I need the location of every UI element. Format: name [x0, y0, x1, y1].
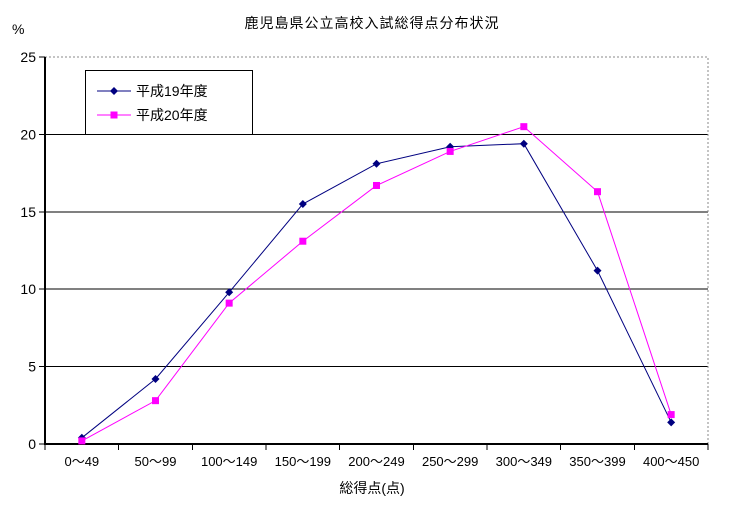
x-category-label: 400〜450: [643, 454, 699, 469]
legend-label-h19: 平成19年度: [136, 82, 208, 99]
data-point-marker: [152, 397, 159, 405]
data-point-marker: [373, 181, 380, 189]
data-point-marker: [446, 147, 454, 155]
data-point-marker: [519, 139, 528, 148]
data-point-marker: [225, 299, 233, 307]
data-point-marker: [78, 437, 86, 445]
legend: 平成19年度 平成20年度: [85, 70, 253, 135]
legend-marker-h19-icon: [97, 86, 131, 95]
legend-label-h20: 平成20年度: [136, 106, 208, 123]
data-point-marker: [151, 374, 160, 383]
x-category-label: 350〜399: [569, 454, 625, 469]
data-point-marker: [110, 111, 118, 118]
x-category-label: 0〜49: [64, 454, 99, 469]
x-category-label: 50〜99: [135, 454, 177, 469]
data-point-marker: [110, 86, 118, 95]
y-tick-label: 25: [20, 49, 36, 65]
data-point-marker: [667, 411, 675, 419]
y-tick-label: 0: [28, 436, 36, 452]
y-axis-unit-label: %: [12, 21, 25, 37]
data-point-marker: [594, 188, 601, 196]
x-category-label: 150〜199: [275, 454, 331, 469]
legend-marker-h20-icon: [97, 111, 131, 118]
y-tick-label: 20: [20, 126, 36, 142]
chart-title: 鹿児島県公立高校入試総得点分布状況: [244, 15, 500, 31]
x-category-label: 300〜349: [496, 454, 552, 469]
series-line: [81, 126, 672, 442]
data-point-marker: [299, 237, 307, 245]
series-1: [78, 123, 675, 445]
x-category-label: 100〜149: [201, 454, 257, 469]
data-point-marker: [372, 159, 381, 168]
x-axis-title: 総得点(点): [339, 480, 405, 496]
data-point-marker: [593, 266, 602, 275]
y-tick-label: 15: [20, 204, 36, 220]
data-point-marker: [298, 200, 307, 209]
data-point-marker: [667, 418, 676, 427]
y-tick-label: 5: [28, 359, 36, 375]
x-category-label: 250〜299: [422, 454, 478, 469]
data-point-marker: [520, 123, 528, 131]
y-tick-label: 10: [20, 281, 36, 297]
legend-item-h20: 平成20年度: [97, 106, 252, 123]
legend-item-h19: 平成19年度: [97, 82, 252, 99]
data-point-marker: [225, 288, 234, 297]
x-category-label: 200〜249: [348, 454, 404, 469]
